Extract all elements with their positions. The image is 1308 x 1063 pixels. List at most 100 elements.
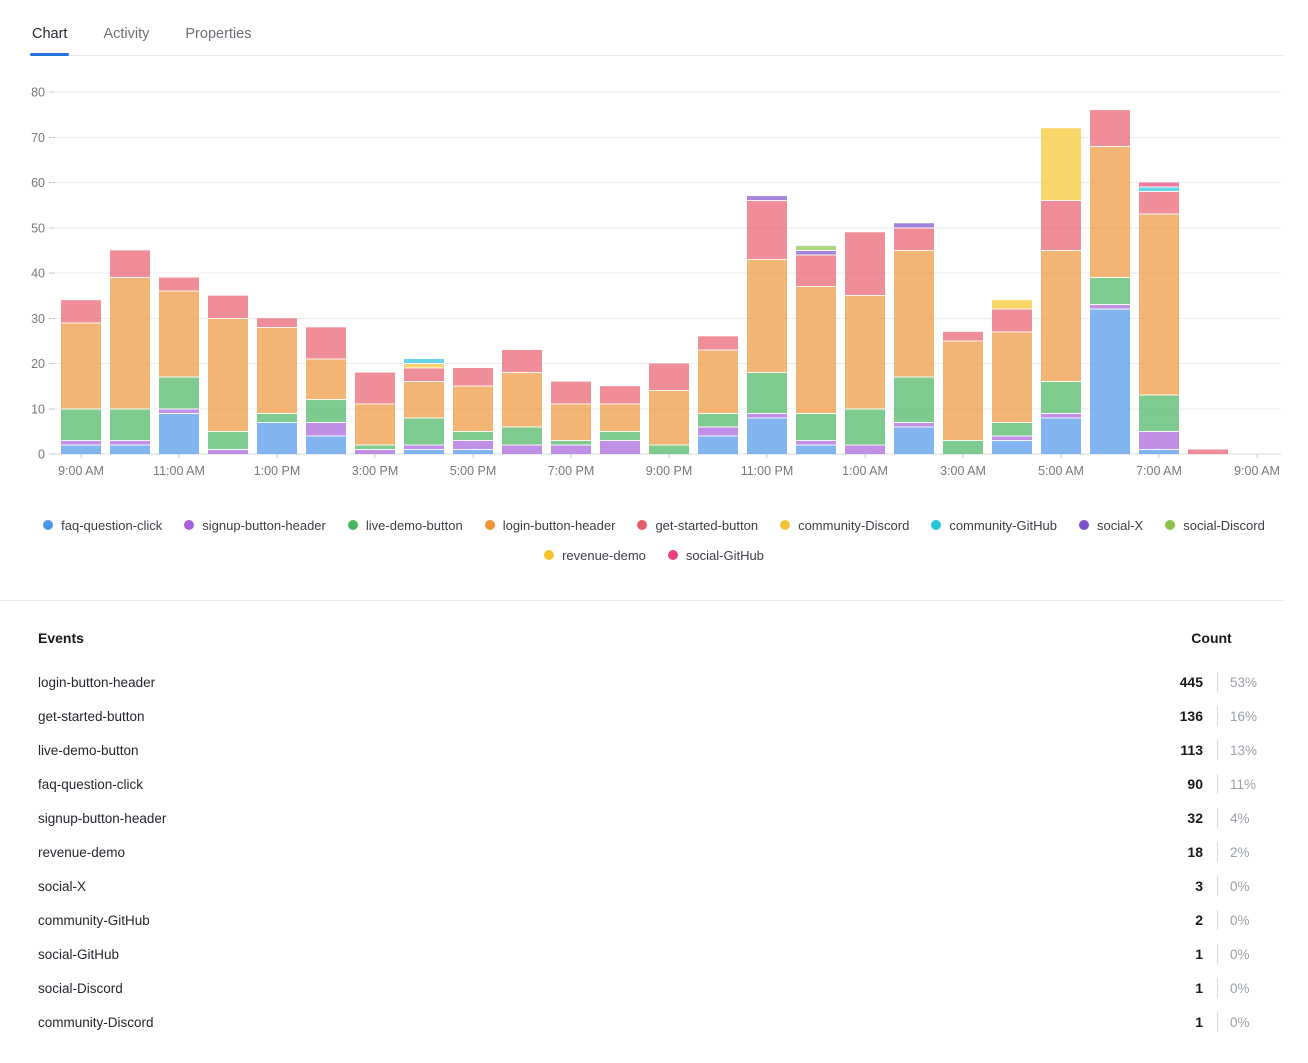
- table-row-get-started-button[interactable]: get-started-button 136 16%: [38, 699, 1276, 733]
- bar-segment-live-demo-button[interactable]: [551, 440, 591, 445]
- bar-segment-get-started-button[interactable]: [698, 336, 738, 350]
- table-row-signup-button-header[interactable]: signup-button-header 32 4%: [38, 801, 1276, 835]
- bar-segment-live-demo-button[interactable]: [159, 377, 199, 409]
- table-row-community-Discord[interactable]: community-Discord 1 0%: [38, 1005, 1276, 1039]
- bar-segment-signup-button-header[interactable]: [1041, 413, 1081, 418]
- legend-item-social-X[interactable]: social-X: [1078, 518, 1143, 533]
- legend-item-community-GitHub[interactable]: community-GitHub: [931, 518, 1057, 533]
- bar-segment-signup-button-header[interactable]: [502, 444, 542, 454]
- table-row-faq-question-click[interactable]: faq-question-click 90 11%: [38, 767, 1276, 801]
- bar-segment-faq-question-click[interactable]: [306, 435, 346, 454]
- bar-segment-live-demo-button[interactable]: [796, 413, 836, 441]
- bar-segment-get-started-button[interactable]: [61, 300, 101, 323]
- bar-segment-signup-button-header[interactable]: [1090, 304, 1130, 310]
- bar-segment-social-X[interactable]: [747, 196, 787, 201]
- bar-segment-signup-button-header[interactable]: [159, 408, 199, 414]
- legend-item-get-started-button[interactable]: get-started-button: [637, 518, 758, 533]
- legend-item-login-button-header[interactable]: login-button-header: [484, 518, 615, 533]
- bar-segment-social-Discord[interactable]: [796, 245, 836, 251]
- bar-segment-signup-button-header[interactable]: [110, 440, 150, 445]
- bar-segment-revenue-demo[interactable]: [1041, 128, 1081, 201]
- bar-segment-login-button-header[interactable]: [845, 295, 885, 409]
- bar-segment-live-demo-button[interactable]: [649, 444, 689, 454]
- bar-segment-faq-question-click[interactable]: [796, 444, 836, 454]
- bar-segment-login-button-header[interactable]: [992, 331, 1032, 423]
- bar-segment-get-started-button[interactable]: [600, 386, 640, 405]
- bar-segment-live-demo-button[interactable]: [992, 422, 1032, 436]
- bar-segment-signup-button-header[interactable]: [404, 444, 444, 450]
- tab-activity[interactable]: Activity: [101, 20, 151, 55]
- bar-segment-faq-question-click[interactable]: [61, 444, 101, 454]
- table-row-revenue-demo[interactable]: revenue-demo 18 2%: [38, 835, 1276, 869]
- bar-segment-signup-button-header[interactable]: [698, 426, 738, 436]
- bar-segment-login-button-header[interactable]: [355, 404, 395, 445]
- bar-segment-login-button-header[interactable]: [208, 318, 248, 432]
- bar-segment-login-button-header[interactable]: [894, 250, 934, 378]
- bar-segment-faq-question-click[interactable]: [992, 440, 1032, 454]
- bar-segment-login-button-header[interactable]: [110, 277, 150, 409]
- bar-segment-get-started-button[interactable]: [649, 363, 689, 391]
- bar-segment-faq-question-click[interactable]: [110, 444, 150, 454]
- bar-segment-faq-question-click[interactable]: [1139, 449, 1179, 454]
- bar-segment-get-started-button[interactable]: [1090, 110, 1130, 147]
- legend-item-live-demo-button[interactable]: live-demo-button: [347, 518, 463, 533]
- bar-segment-signup-button-header[interactable]: [747, 413, 787, 418]
- bar-segment-live-demo-button[interactable]: [845, 408, 885, 445]
- bar-segment-faq-question-click[interactable]: [747, 417, 787, 454]
- bar-segment-signup-button-header[interactable]: [355, 449, 395, 454]
- bar-segment-login-button-header[interactable]: [502, 372, 542, 427]
- bar-segment-get-started-button[interactable]: [404, 368, 444, 382]
- bar-segment-get-started-button[interactable]: [355, 372, 395, 405]
- bar-segment-live-demo-button[interactable]: [404, 417, 444, 445]
- bar-segment-login-button-header[interactable]: [747, 259, 787, 373]
- bar-segment-faq-question-click[interactable]: [257, 422, 297, 454]
- bar-segment-get-started-button[interactable]: [257, 318, 297, 328]
- bar-segment-faq-question-click[interactable]: [894, 426, 934, 454]
- bar-segment-faq-question-click[interactable]: [1090, 309, 1130, 454]
- bar-segment-social-X[interactable]: [796, 250, 836, 255]
- tab-chart[interactable]: Chart: [30, 20, 70, 56]
- bar-segment-live-demo-button[interactable]: [110, 408, 150, 441]
- bar-segment-live-demo-button[interactable]: [1139, 395, 1179, 432]
- legend-item-signup-button-header[interactable]: signup-button-header: [184, 518, 326, 533]
- bar-segment-live-demo-button[interactable]: [257, 413, 297, 423]
- bar-segment-live-demo-button[interactable]: [894, 377, 934, 423]
- bar-segment-signup-button-header[interactable]: [551, 444, 591, 454]
- bar-segment-revenue-demo[interactable]: [992, 300, 1032, 310]
- bar-segment-social-GitHub[interactable]: [1139, 182, 1179, 188]
- bar-segment-login-button-header[interactable]: [649, 390, 689, 445]
- bar-segment-community-Discord[interactable]: [404, 363, 444, 369]
- bar-segment-get-started-button[interactable]: [502, 349, 542, 373]
- bar-segment-get-started-button[interactable]: [747, 200, 787, 260]
- bar-segment-signup-button-header[interactable]: [992, 435, 1032, 441]
- bar-segment-community-GitHub[interactable]: [404, 358, 444, 364]
- bar-segment-signup-button-header[interactable]: [845, 444, 885, 454]
- bar-segment-login-button-header[interactable]: [600, 404, 640, 432]
- bar-segment-login-button-header[interactable]: [404, 381, 444, 418]
- bar-segment-get-started-button[interactable]: [208, 295, 248, 319]
- bar-segment-get-started-button[interactable]: [1139, 191, 1179, 215]
- bar-segment-signup-button-header[interactable]: [61, 440, 101, 445]
- bar-segment-faq-question-click[interactable]: [698, 435, 738, 454]
- bar-segment-get-started-button[interactable]: [110, 250, 150, 278]
- bar-segment-login-button-header[interactable]: [796, 286, 836, 414]
- bar-segment-login-button-header[interactable]: [257, 327, 297, 414]
- bar-segment-live-demo-button[interactable]: [698, 413, 738, 427]
- bar-segment-faq-question-click[interactable]: [404, 449, 444, 454]
- table-row-community-GitHub[interactable]: community-GitHub 2 0%: [38, 903, 1276, 937]
- legend-item-social-Discord[interactable]: social-Discord: [1165, 518, 1265, 533]
- legend-item-social-GitHub[interactable]: social-GitHub: [667, 548, 764, 563]
- bar-segment-live-demo-button[interactable]: [600, 431, 640, 441]
- bar-segment-get-started-button[interactable]: [306, 327, 346, 359]
- bar-segment-live-demo-button[interactable]: [747, 372, 787, 414]
- table-row-social-GitHub[interactable]: social-GitHub 1 0%: [38, 937, 1276, 971]
- bar-segment-get-started-button[interactable]: [1188, 449, 1228, 454]
- table-row-social-X[interactable]: social-X 3 0%: [38, 869, 1276, 903]
- legend-item-community-Discord[interactable]: community-Discord: [780, 518, 909, 533]
- bar-segment-signup-button-header[interactable]: [453, 440, 493, 450]
- bar-segment-login-button-header[interactable]: [159, 291, 199, 378]
- bar-segment-faq-question-click[interactable]: [453, 449, 493, 454]
- legend-item-revenue-demo[interactable]: revenue-demo: [544, 548, 646, 563]
- bar-segment-login-button-header[interactable]: [551, 404, 591, 441]
- bar-segment-faq-question-click[interactable]: [1041, 417, 1081, 454]
